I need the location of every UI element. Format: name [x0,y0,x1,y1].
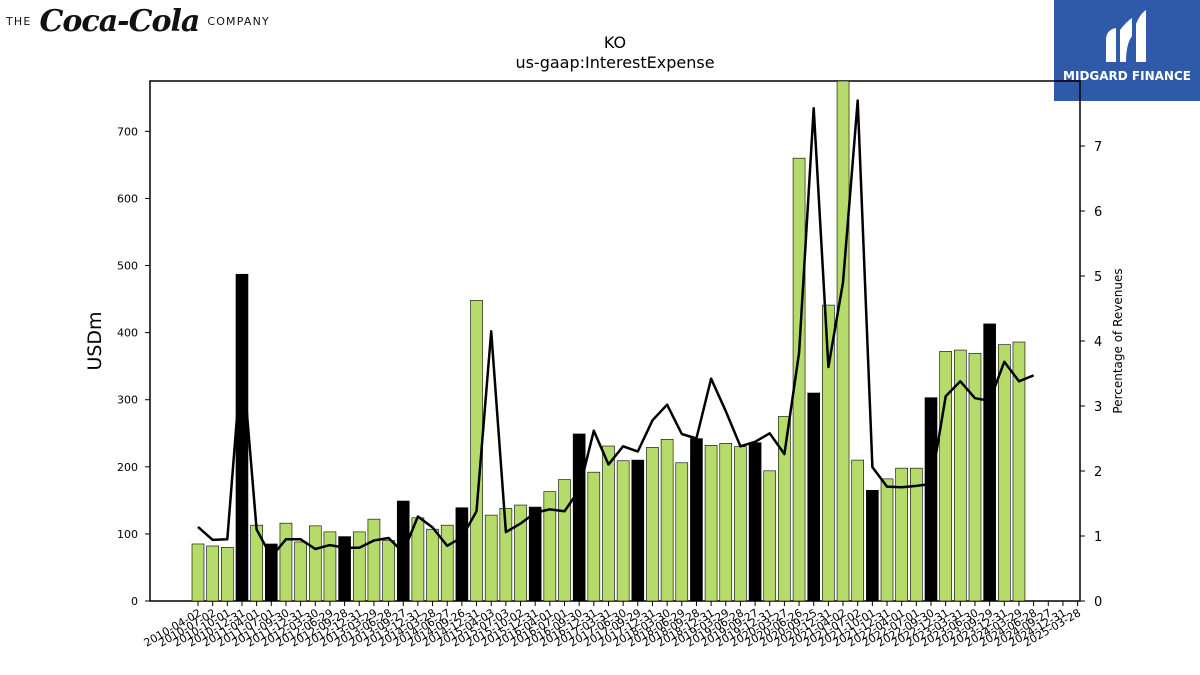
y-tick-label: 200 [117,461,138,474]
bar [704,445,718,602]
bar [352,531,366,602]
y-tick-label: 600 [117,192,138,205]
y-axis-label: USDm [84,311,106,370]
bar [558,479,571,602]
y-right-tick-label: 0 [1094,595,1102,610]
y-right-tick-label: 7 [1094,140,1102,155]
bar [690,438,703,602]
y-tick-label: 100 [117,528,138,541]
bar [572,433,586,602]
bar [616,460,630,602]
y-tick-label: 500 [117,260,138,273]
bar [543,491,557,602]
y-right-tick-label: 3 [1094,400,1102,415]
coca-cola-logo: THE Coca-Cola COMPANY [6,3,270,39]
bar [528,506,542,602]
bar [968,353,982,602]
bar [910,467,923,602]
bar [983,323,996,602]
bar [836,80,850,602]
logo-right-text: MIDGARD FINANCE [1063,69,1191,83]
bar [323,531,337,602]
bar [426,528,439,602]
bar [411,517,425,602]
y-right-tick-label: 1 [1094,530,1102,545]
bar [308,525,322,602]
bar [807,392,821,602]
chart-subtitle: us-gaap:InterestExpense [515,53,714,72]
chart-title: KO [604,33,626,52]
logo-script: Coca-Cola [39,3,201,39]
y-right-tick-label: 6 [1094,205,1102,220]
bar [734,446,747,602]
percentage-line [197,99,1035,559]
logo-prefix: THE [6,14,32,28]
y-right-axis-label: Percentage of Revenues [1111,268,1125,413]
bar [880,478,894,602]
bar [939,351,952,602]
bar [631,459,645,602]
bar [221,547,234,602]
y-right-tick-label: 2 [1094,465,1102,480]
y-tick-label: 400 [117,327,138,340]
y-tick-label: 0 [131,595,138,608]
bar [587,471,601,602]
bar [778,416,791,602]
bar [719,443,733,602]
bar [660,438,674,602]
bar [279,522,293,602]
y-right-tick-label: 4 [1094,335,1102,350]
bar [440,524,454,602]
bar [382,540,395,602]
midgard-finance-logo: MIDGARD FINANCE [1054,0,1200,101]
bar [235,273,249,602]
bar [924,397,938,602]
bar [646,447,659,602]
midgard-mark-icon [1106,10,1146,62]
bar [763,470,777,602]
bar [748,442,762,602]
bar [484,514,498,602]
logo-suffix: COMPANY [207,14,270,28]
y-right-tick-label: 5 [1094,270,1102,285]
bar [191,543,205,602]
bar [602,445,615,602]
y-tick-label: 700 [117,125,138,138]
bar [866,489,879,602]
bar [294,541,307,602]
bar [851,459,865,602]
bar [206,545,219,602]
y-tick-label: 300 [117,394,138,407]
bar [675,462,689,602]
bar [455,507,469,602]
bar [367,518,381,602]
bar [997,344,1011,602]
